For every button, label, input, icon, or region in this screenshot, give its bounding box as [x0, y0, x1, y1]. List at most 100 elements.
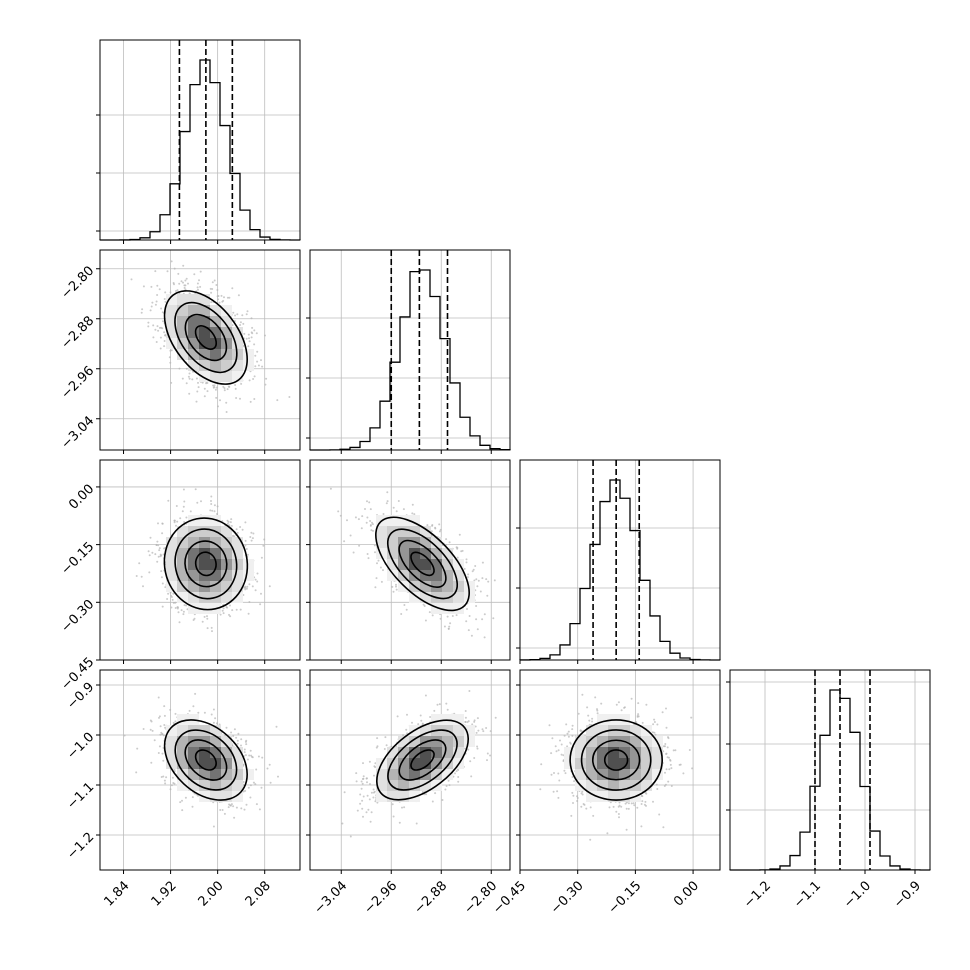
contour-level-0: [410, 551, 435, 577]
sample-point: [223, 296, 225, 299]
density-cell: [199, 349, 210, 360]
sample-point: [240, 744, 242, 747]
sample-point: [164, 586, 167, 589]
sample-point: [158, 288, 161, 291]
density-cell: [199, 603, 210, 614]
sample-point: [439, 528, 442, 531]
sample-point: [219, 613, 222, 616]
sample-point: [140, 311, 143, 314]
density-cell: [166, 570, 177, 581]
sample-point: [434, 526, 437, 529]
sample-point: [245, 337, 248, 340]
contour-level-3: [375, 516, 470, 612]
sample-point: [241, 314, 244, 317]
sample-point: [221, 809, 224, 811]
sample-point: [228, 613, 230, 616]
histogram-panel-0: [96, 39, 301, 244]
sample-point: [252, 378, 255, 380]
sample-point: [154, 303, 157, 306]
sample-point: [343, 540, 346, 543]
sample-point: [141, 308, 144, 311]
sample-point: [245, 548, 248, 550]
sample-point: [173, 283, 175, 286]
density-cell: [188, 305, 199, 316]
sample-point: [158, 716, 160, 719]
sample-point: [213, 386, 216, 388]
density-cell: [442, 548, 453, 559]
sample-point: [467, 629, 470, 632]
sample-point: [138, 562, 141, 565]
sample-point: [253, 343, 256, 346]
sample-point: [189, 510, 192, 513]
sample-point: [247, 612, 250, 615]
sample-point: [147, 325, 150, 328]
density-cell: [166, 559, 177, 570]
sample-point: [237, 294, 240, 297]
sample-point: [395, 583, 397, 586]
sample-point: [346, 519, 348, 522]
density-cell: [166, 327, 177, 338]
contour-level-1: [398, 539, 447, 588]
sample-point: [150, 285, 153, 288]
sample-point: [222, 607, 225, 610]
density-cell: [177, 349, 188, 360]
sample-point: [275, 725, 278, 728]
sample-point: [486, 594, 489, 597]
sample-point: [470, 634, 473, 637]
sample-point: [194, 488, 197, 491]
sample-point: [178, 282, 181, 285]
sample-point: [493, 579, 496, 582]
sample-point: [456, 556, 459, 559]
sample-point: [157, 522, 159, 525]
density-cell: [221, 371, 232, 382]
sample-point: [262, 544, 265, 547]
density-cell: [398, 537, 409, 548]
density-cell: [431, 559, 442, 570]
sample-point: [413, 513, 416, 516]
density-cell: [232, 570, 243, 581]
sample-point: [180, 280, 183, 283]
sample-point: [465, 561, 468, 564]
sample-point: [467, 573, 470, 576]
sample-point: [147, 321, 150, 324]
sample-point: [176, 607, 179, 610]
sample-point: [249, 796, 252, 799]
sample-point: [251, 585, 254, 588]
sample-point: [379, 566, 382, 569]
density-cell: [199, 371, 210, 382]
panel-frame: [99, 249, 301, 451]
scatter-panel-3-0: [96, 669, 301, 874]
sample-point: [123, 734, 126, 737]
contour-level-0: [194, 324, 218, 351]
sample-point: [218, 301, 221, 304]
contour-level-2: [174, 528, 238, 600]
sample-point: [150, 305, 153, 308]
density-cell: [166, 305, 177, 316]
sample-point: [461, 549, 464, 552]
sample-point: [246, 310, 249, 313]
sample-point: [250, 539, 253, 542]
sample-point: [386, 491, 389, 494]
sample-point: [276, 399, 279, 402]
sample-point: [203, 395, 206, 398]
sample-point: [169, 291, 172, 294]
sample-point: [483, 613, 486, 616]
sample-point: [229, 521, 232, 524]
sample-point: [430, 535, 433, 538]
sample-point: [216, 289, 219, 291]
sample-point: [422, 603, 425, 606]
sample-point: [449, 622, 452, 625]
panel-frame: [309, 459, 511, 661]
sample-point: [199, 270, 202, 273]
density-cell: [188, 515, 199, 526]
sample-point: [176, 520, 179, 523]
sample-point: [369, 508, 372, 511]
density-cell: [409, 515, 420, 526]
density-cell: [199, 526, 210, 537]
sample-point: [240, 382, 243, 385]
histogram-panel-2: [516, 459, 721, 664]
sample-point: [261, 365, 264, 368]
sample-point: [231, 287, 234, 290]
density-cell: [398, 515, 409, 526]
density-cell: [199, 305, 210, 316]
